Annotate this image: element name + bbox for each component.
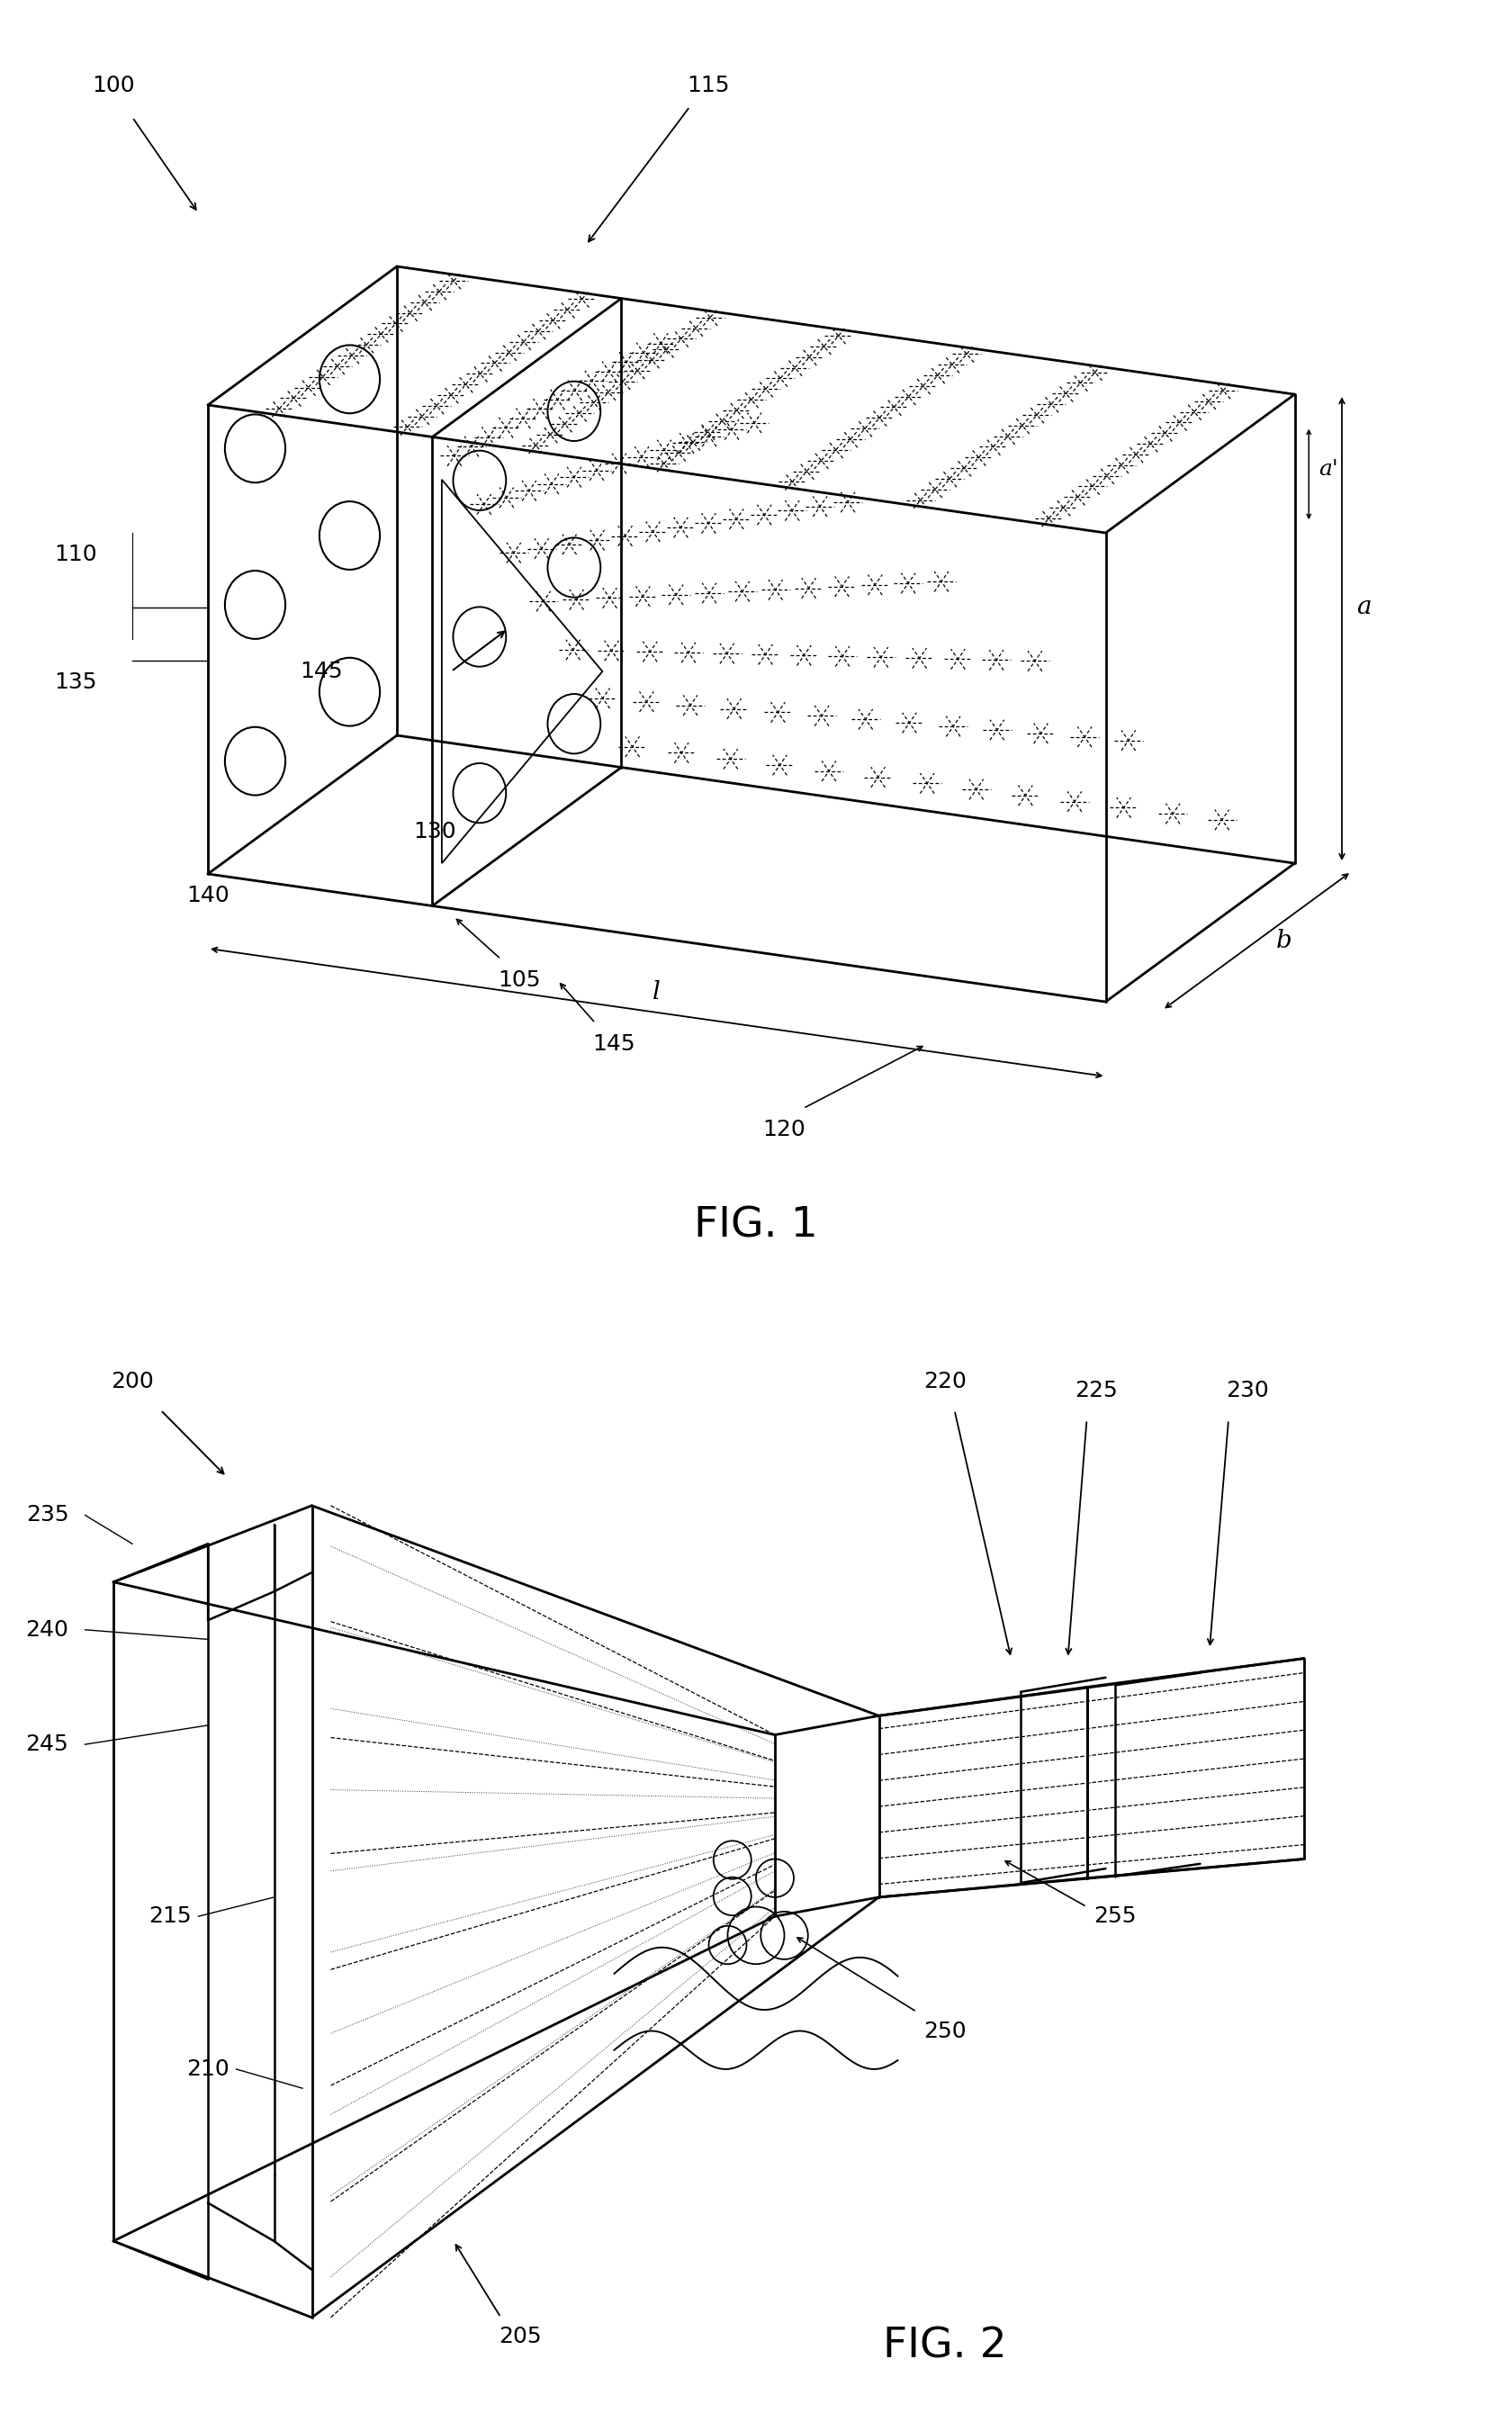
Text: 145: 145 bbox=[299, 661, 343, 683]
Text: 255: 255 bbox=[1093, 1906, 1137, 1928]
Text: 235: 235 bbox=[26, 1503, 68, 1525]
Text: 110: 110 bbox=[54, 543, 97, 565]
Text: FIG. 1: FIG. 1 bbox=[694, 1206, 818, 1245]
Text: 100: 100 bbox=[92, 75, 135, 97]
Text: b: b bbox=[1276, 929, 1291, 953]
Text: 205: 205 bbox=[499, 2326, 541, 2348]
Text: a: a bbox=[1356, 596, 1371, 620]
Text: 145: 145 bbox=[593, 1033, 635, 1054]
Text: 210: 210 bbox=[186, 2058, 230, 2080]
Text: 130: 130 bbox=[413, 820, 457, 842]
Text: 135: 135 bbox=[54, 671, 97, 693]
Text: 220: 220 bbox=[924, 1371, 966, 1392]
Text: 245: 245 bbox=[26, 1733, 68, 1754]
Text: 240: 240 bbox=[26, 1619, 68, 1641]
Text: 200: 200 bbox=[110, 1371, 154, 1392]
Text: 140: 140 bbox=[186, 886, 230, 905]
Text: FIG. 2: FIG. 2 bbox=[883, 2326, 1007, 2367]
Text: 120: 120 bbox=[764, 1120, 806, 1141]
Text: 105: 105 bbox=[499, 970, 541, 992]
Text: l: l bbox=[653, 980, 661, 1004]
Text: 225: 225 bbox=[1075, 1380, 1117, 1402]
Text: 230: 230 bbox=[1226, 1380, 1269, 1402]
Text: 115: 115 bbox=[688, 75, 730, 97]
Text: a': a' bbox=[1318, 458, 1338, 480]
Text: 250: 250 bbox=[924, 2020, 966, 2041]
Text: 215: 215 bbox=[148, 1906, 192, 1928]
